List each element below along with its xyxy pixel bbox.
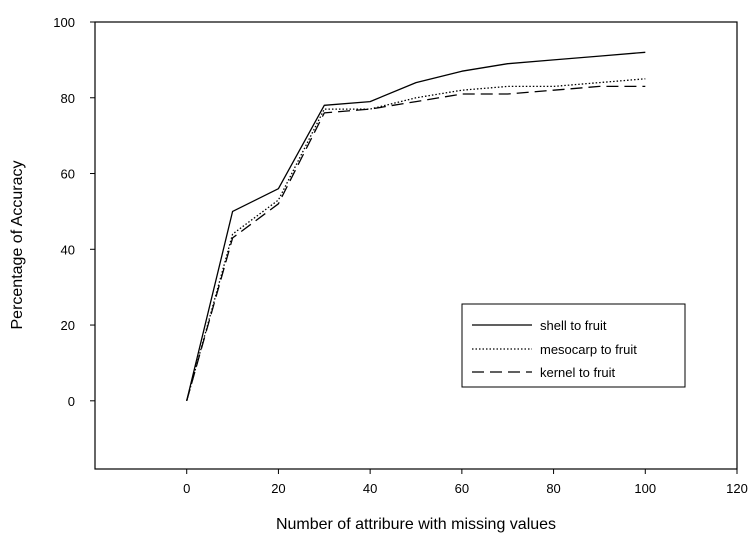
series-line-2 [186, 85, 646, 401]
x-tick-label: 20 [271, 481, 285, 496]
y-tick-label: 100 [53, 15, 75, 30]
x-tick-label: 0 [183, 481, 190, 496]
x-tick-label: 80 [546, 481, 560, 496]
legend-label-shell: shell to fruit [540, 318, 607, 333]
plot-frame [94, 21, 738, 470]
x-tick-label: 120 [726, 481, 748, 496]
x-tick-label: 60 [455, 481, 469, 496]
x-axis-label: Number of attribure with missing values [276, 516, 556, 533]
series-line-0 [186, 51, 646, 401]
legend-label-mesocarp: mesocarp to fruit [540, 342, 637, 357]
series-lines [186, 51, 646, 401]
y-axis-ticks: 0 20 40 60 80 100 [53, 15, 95, 409]
x-tick-label: 100 [634, 481, 656, 496]
legend-label-kernel: kernel to fruit [540, 365, 616, 380]
series-line-1 [186, 78, 646, 401]
x-axis-ticks: 0 20 40 60 80 100 120 [183, 469, 748, 496]
y-tick-label: 60 [61, 167, 75, 182]
y-tick-label: 20 [61, 318, 75, 333]
y-tick-label: 80 [61, 91, 75, 106]
legend: shell to fruit mesocarp to fruit kernel … [461, 303, 686, 388]
y-tick-label: 40 [61, 242, 75, 257]
y-tick-label: 0 [68, 394, 75, 409]
x-tick-label: 40 [363, 481, 377, 496]
legend-box [461, 303, 686, 388]
y-axis-label: Percentage of Accuracy [9, 161, 26, 330]
